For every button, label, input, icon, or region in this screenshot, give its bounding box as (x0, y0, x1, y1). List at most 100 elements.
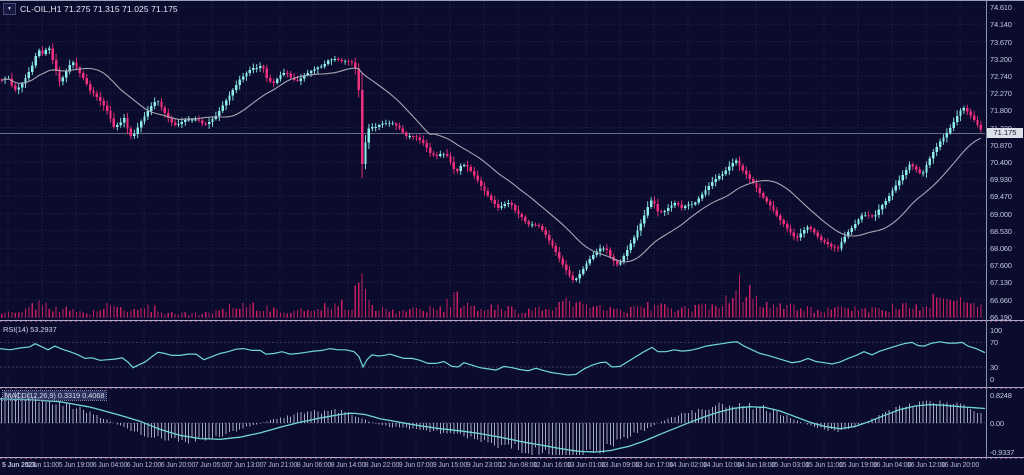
candle (371, 127, 374, 129)
candle (384, 123, 388, 125)
chevron-down-icon[interactable]: ▼ (3, 3, 16, 15)
candle (14, 85, 17, 90)
candle (731, 163, 734, 167)
candle (432, 152, 435, 155)
candle (442, 153, 445, 155)
rsi-panel[interactable] (0, 322, 1024, 387)
candle (524, 217, 527, 222)
candle (374, 127, 377, 128)
candle (422, 139, 425, 143)
candle (129, 128, 133, 136)
candle (969, 111, 972, 116)
candle (609, 250, 612, 257)
candle (656, 204, 660, 212)
time-tick-label: 15 Jun 11:00 (805, 462, 843, 469)
time-tick-label: 7 Jun 05:00 (194, 462, 230, 469)
candle (496, 203, 500, 208)
candle (449, 155, 452, 162)
time-tick-label: 15 Jun 19:00 (838, 462, 878, 469)
candle (177, 123, 180, 125)
candle (105, 105, 109, 111)
macd-panel[interactable] (0, 389, 1024, 457)
candle (306, 73, 309, 76)
candle (326, 60, 330, 64)
candle (755, 182, 758, 188)
volume-bars (1, 273, 982, 318)
time-tick-label: 6 Jun 20:00 (160, 462, 196, 469)
candle (520, 214, 524, 218)
candle (269, 77, 272, 82)
rsi-indicator-label: RSI(14) 53.2937 (3, 325, 57, 334)
candle (843, 236, 847, 243)
candle (136, 127, 139, 134)
candle (37, 50, 41, 57)
candle (748, 174, 751, 179)
candle (364, 142, 367, 164)
candle (418, 137, 422, 140)
candle (826, 242, 830, 245)
separator-dots (0, 321, 1024, 322)
candle (27, 71, 31, 79)
candle (595, 251, 598, 255)
candle (694, 202, 697, 205)
candle (459, 166, 462, 171)
time-tick-label: 5 Jun 19:00 (58, 462, 94, 469)
candle (112, 118, 116, 127)
candle (357, 68, 360, 90)
time-tick-label: 13 Jun 17:00 (634, 462, 674, 469)
candle (646, 206, 649, 216)
macd-histogram (1, 392, 982, 455)
candle (802, 230, 806, 234)
candle (857, 219, 860, 224)
candle (377, 125, 381, 128)
candle (48, 48, 51, 50)
candle (490, 195, 493, 200)
candle (197, 119, 201, 121)
time-tick-label: 7 Jun 21:00 (262, 462, 298, 469)
candle (61, 77, 65, 82)
candle (772, 205, 775, 211)
candle (187, 119, 190, 121)
candle (779, 215, 782, 221)
candle (921, 172, 925, 174)
candle (564, 264, 568, 271)
candle (683, 206, 687, 208)
time-tick-label: 13 Jun 01:00 (566, 462, 606, 469)
candle (394, 123, 398, 126)
candle (653, 200, 656, 205)
candle (265, 68, 269, 78)
candle (320, 66, 323, 68)
candle (231, 90, 235, 96)
candle (847, 232, 850, 237)
candle (541, 226, 544, 230)
time-tick-label: 12 Jun 16:00 (532, 462, 572, 469)
candle (945, 133, 949, 138)
candle (721, 173, 724, 177)
candle (333, 59, 337, 60)
candle (146, 111, 150, 117)
candle (568, 270, 571, 276)
candle (925, 165, 928, 173)
candle (221, 105, 224, 111)
candle (639, 223, 643, 231)
candle (534, 224, 537, 226)
candle (425, 142, 428, 148)
candle (796, 236, 799, 238)
candle (282, 73, 286, 76)
candle (860, 215, 864, 220)
candle (615, 261, 619, 265)
price-panel[interactable] (0, 1, 1024, 320)
panel-separator[interactable] (0, 320, 1024, 322)
candle (537, 225, 541, 227)
panel-separator[interactable] (0, 387, 1024, 389)
candle (602, 248, 605, 250)
candle (163, 107, 167, 114)
candle (405, 132, 408, 137)
candle (279, 75, 282, 80)
candle (24, 78, 27, 84)
candle (82, 72, 85, 79)
candle (745, 170, 748, 175)
candle (605, 248, 609, 251)
time-tick-label: 15 Jun 03:00 (770, 462, 810, 469)
candle (78, 67, 82, 73)
